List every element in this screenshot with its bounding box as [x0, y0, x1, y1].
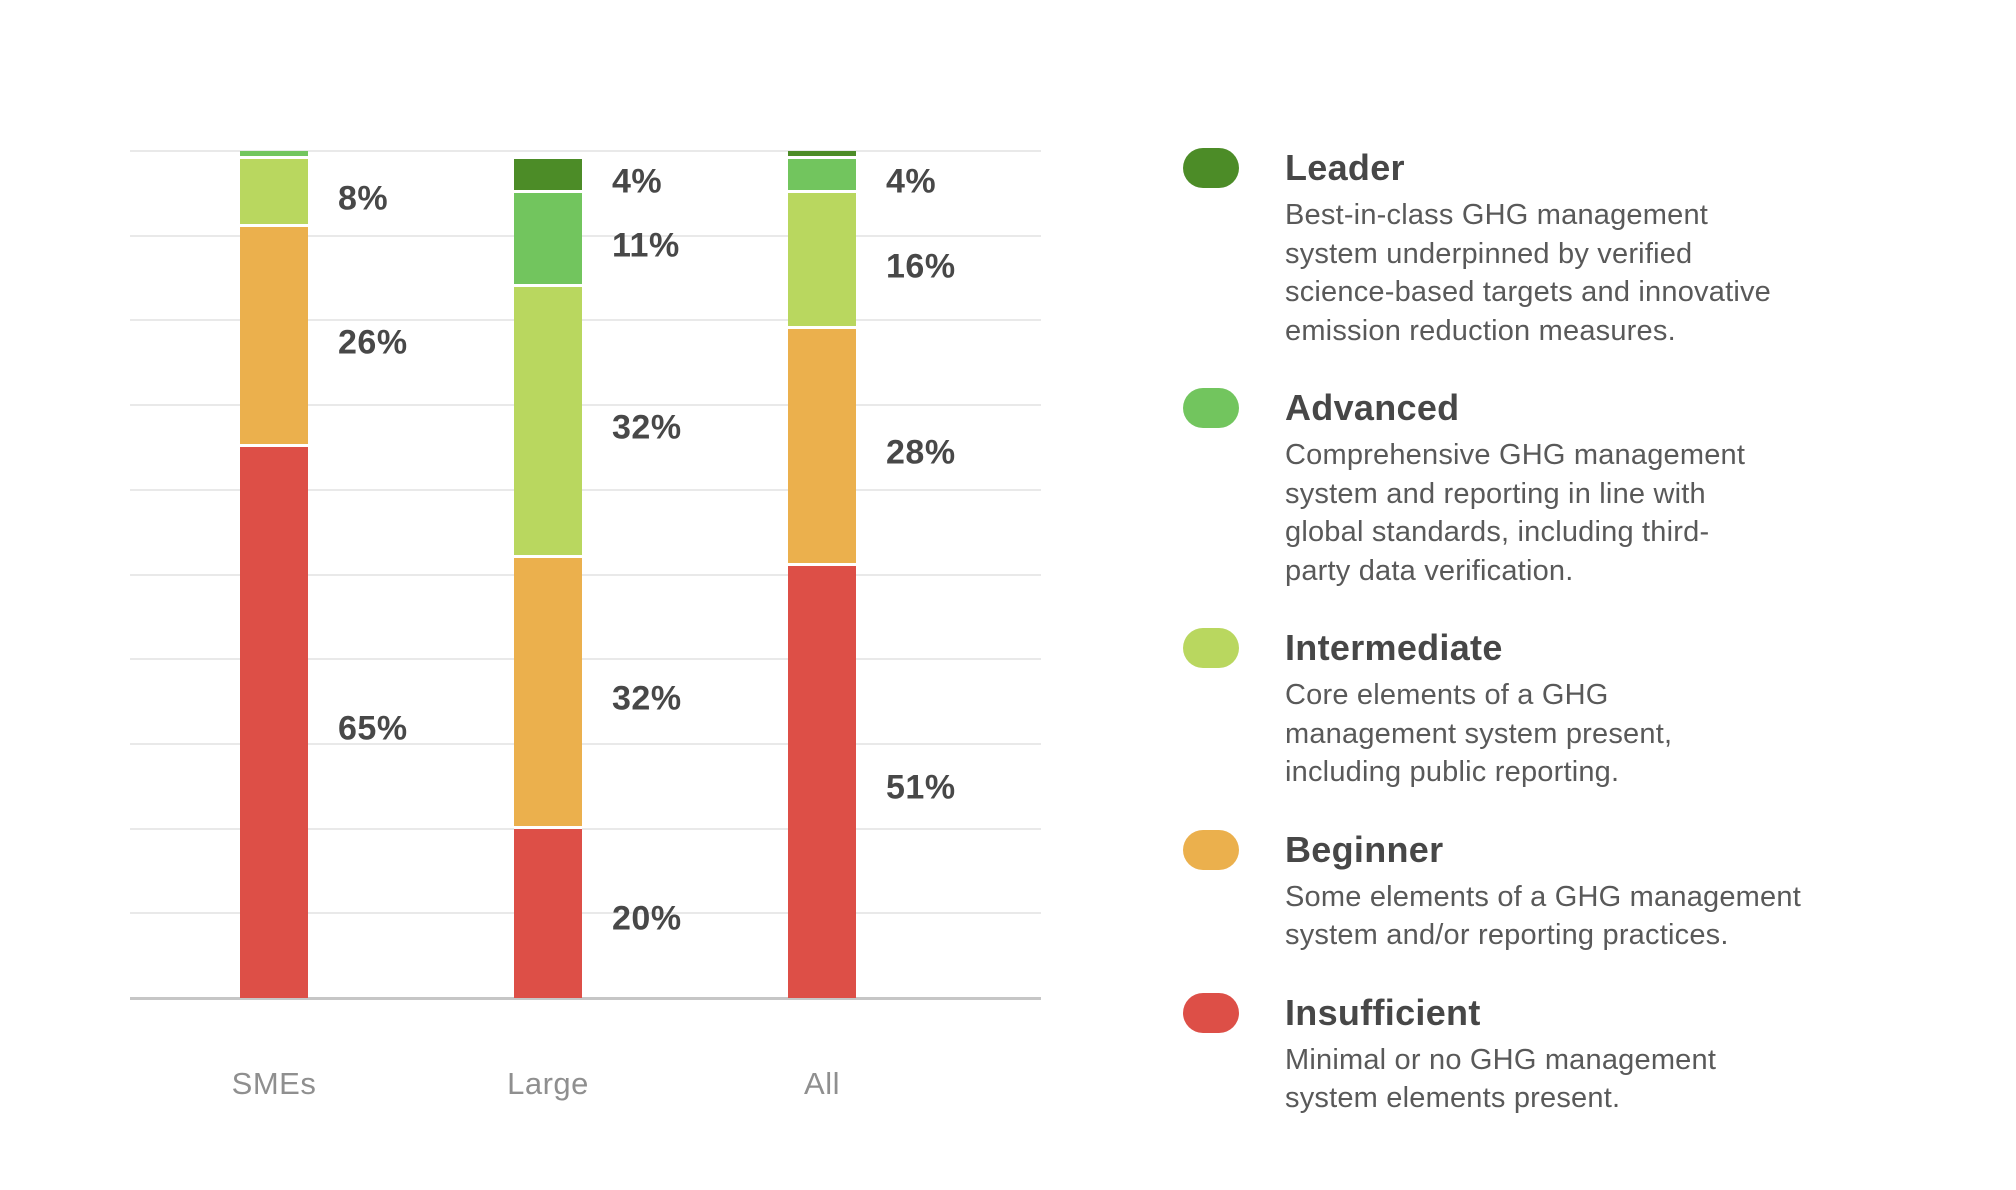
gridline — [130, 742, 1041, 745]
percent-label-all-beginner: 28% — [886, 433, 956, 472]
percent-label-all-insufficient: 51% — [886, 768, 956, 807]
segment-smes-advanced — [240, 151, 308, 160]
legend-item-intermediate: Intermediate Core elements of a GHG mana… — [1183, 626, 1983, 792]
legend-desc-intermediate: Core elements of a GHG management system… — [1285, 679, 1673, 788]
insufficient-swatch-icon — [1183, 992, 1239, 1033]
legend-desc-insufficient: Minimal or no GHG management system elem… — [1285, 1043, 1717, 1115]
x-axis-label-large: Large — [507, 1066, 589, 1101]
segment-smes-beginner — [240, 227, 308, 448]
legend-title-intermediate: Intermediate — [1285, 627, 1503, 668]
segment-smes-insufficient — [240, 447, 308, 998]
gridline — [130, 404, 1041, 407]
beginner-swatch-icon — [1183, 829, 1239, 870]
bar-all — [788, 151, 856, 998]
legend: Leader Best-in-class GHG management syst… — [1183, 146, 1983, 1154]
gridline — [130, 573, 1041, 576]
legend-desc-beginner: Some elements of a GHG management system… — [1285, 880, 1801, 952]
segment-all-intermediate — [788, 193, 856, 329]
segment-all-insufficient — [788, 566, 856, 998]
percent-label-large-beginner: 32% — [612, 679, 682, 718]
legend-title-leader: Leader — [1285, 147, 1405, 188]
gridline — [130, 488, 1041, 491]
legend-item-advanced: Advanced Comprehensive GHG management sy… — [1183, 386, 1983, 590]
bar-large — [514, 159, 582, 998]
legend-item-leader: Leader Best-in-class GHG management syst… — [1183, 146, 1983, 350]
x-axis-baseline — [130, 997, 1041, 1000]
segment-all-advanced — [788, 159, 856, 194]
segment-smes-intermediate — [240, 159, 308, 228]
legend-item-insufficient: Insufficient Minimal or no GHG managemen… — [1183, 991, 1983, 1118]
gridline — [130, 658, 1041, 661]
intermediate-swatch-icon — [1183, 628, 1239, 668]
legend-title-beginner: Beginner — [1285, 828, 1444, 870]
percent-label-all-advanced: 4% — [886, 162, 937, 201]
percent-label-smes-intermediate: 8% — [338, 179, 389, 218]
stacked-bar-chart: 8% 26% 65% 4% 11% 32% 32% 20% 4% 16% 28% 51% — [130, 150, 1041, 1000]
x-axis-label-smes: SMEs — [231, 1066, 317, 1101]
percent-label-large-intermediate: 32% — [612, 408, 682, 447]
percent-label-smes-beginner: 26% — [338, 323, 408, 362]
percent-label-smes-insufficient: 65% — [338, 709, 408, 748]
segment-large-leader — [514, 159, 582, 194]
advanced-swatch-icon — [1183, 388, 1239, 428]
percent-label-large-advanced: 11% — [612, 226, 680, 265]
legend-desc-leader: Best-in-class GHG management system unde… — [1285, 199, 1771, 347]
gridline — [130, 150, 1041, 152]
legend-desc-advanced: Comprehensive GHG management system and … — [1285, 439, 1746, 587]
legend-title-advanced: Advanced — [1285, 387, 1460, 428]
percent-label-large-insufficient: 20% — [612, 899, 682, 938]
percent-label-large-leader: 4% — [612, 162, 663, 201]
segment-all-leader — [788, 151, 856, 160]
segment-large-beginner — [514, 557, 582, 829]
segment-all-beginner — [788, 328, 856, 567]
gridline — [130, 234, 1041, 237]
gridline — [130, 912, 1041, 915]
x-axis-label-all: All — [804, 1066, 840, 1101]
gridline — [130, 319, 1041, 322]
segment-large-insufficient — [514, 828, 582, 998]
leader-swatch-icon — [1183, 148, 1239, 188]
gridline — [130, 827, 1041, 830]
legend-title-insufficient: Insufficient — [1285, 991, 1481, 1033]
percent-label-all-intermediate: 16% — [886, 247, 956, 286]
segment-large-advanced — [514, 193, 582, 287]
bar-smes — [240, 151, 308, 998]
segment-large-intermediate — [514, 286, 582, 558]
legend-item-beginner: Beginner Some elements of a GHG manageme… — [1183, 828, 1983, 955]
